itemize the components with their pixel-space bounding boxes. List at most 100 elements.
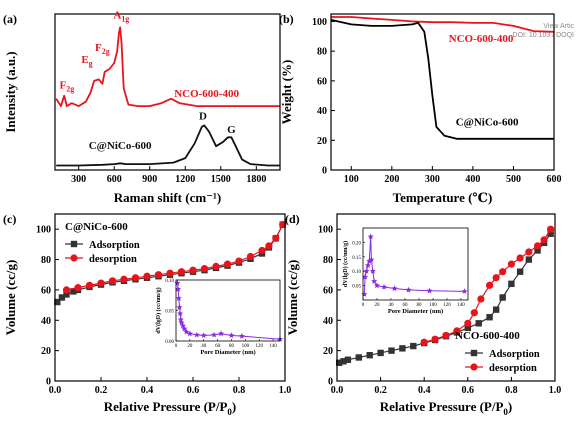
annotation-label: D	[199, 110, 207, 122]
legend-label: desorption	[489, 363, 537, 374]
y-tick-label: 20	[41, 346, 51, 357]
data-point	[470, 309, 478, 317]
inset-point	[391, 285, 398, 292]
inset-y-axis-label: dV(lgD) (cc/nm/g)	[342, 241, 349, 287]
data-point	[464, 324, 471, 332]
y-tick-label: 20	[323, 346, 333, 357]
x-tick-label: 0.8	[505, 385, 518, 396]
data-point	[486, 281, 494, 289]
data-point	[477, 295, 485, 303]
x-tick-label: 500	[506, 174, 521, 185]
y-tick-label: 40	[41, 316, 51, 327]
data-point	[516, 268, 524, 275]
x-axis-label: Raman shift (cm⁻¹)	[114, 190, 222, 205]
data-point	[265, 242, 273, 250]
inset-point	[175, 295, 182, 301]
inset-x-tick-label: 40	[201, 344, 207, 349]
data-point	[154, 271, 163, 279]
y-tick-label: 80	[41, 255, 51, 266]
inset-point	[369, 268, 376, 274]
inset-point	[367, 233, 374, 240]
inset-y-tick-label: 0.10	[352, 270, 361, 275]
inset-point	[181, 325, 188, 332]
inset-y-axis-label: dV(lgD) (cc/nm/g)	[155, 287, 162, 333]
inset-point	[368, 256, 375, 263]
inset-point	[361, 291, 368, 297]
y-tick-label: 80	[317, 47, 327, 58]
x-tick-label: 100	[344, 174, 359, 185]
data-point	[58, 294, 66, 301]
watermark-line-2: DOI: 10.103 / DOQI	[512, 32, 574, 39]
inset-x-axis-label: Pore Diameter (nm)	[200, 349, 255, 356]
annotation-label: Eg	[81, 54, 92, 68]
series-line-desorption	[424, 228, 552, 343]
data-point	[442, 331, 450, 340]
data-point	[177, 268, 186, 276]
data-point	[166, 269, 174, 277]
panel-d: 0.0 0.2 0.4 0.6 0.8 1.0 0 20 40 60 80 100 (d) Relativ…	[285, 212, 561, 417]
inset-y-tick-label: 0.00	[165, 340, 174, 345]
y-axis-label: Volume (cc/g)	[3, 260, 18, 336]
x-axis-label: Relative Pressure (P/P0)	[380, 399, 513, 417]
x-axis-label: Relative Pressure (P/P0)	[104, 399, 237, 417]
data-point	[131, 274, 140, 282]
inset-y-tick-label: 0.20	[352, 241, 361, 246]
inset-point	[186, 330, 193, 337]
y-axis-label: Weight (%)	[279, 60, 294, 125]
inset-x-axis-label: Pore Diameter (nm)	[388, 308, 443, 315]
inset-point	[461, 288, 468, 294]
inset-x-tick-label: 140	[269, 344, 277, 349]
data-point	[388, 347, 395, 354]
data-point	[344, 356, 352, 363]
x-tick-label: 0.4	[141, 385, 154, 396]
inset-point	[426, 287, 433, 294]
x-axis-label: Temperature (℃)	[393, 190, 493, 205]
x-tick-label: 0.4	[418, 385, 431, 396]
inset-chart: 0 20 40 60 80 100 120 140 0.05 0.10 0.15 0.20 Pore D…	[342, 227, 469, 315]
inset-point	[218, 330, 225, 337]
plot-frame-0	[54, 13, 281, 171]
x-tick-label: 1.0	[549, 385, 562, 396]
x-tick-label: 400	[465, 174, 480, 185]
panel-title: NCO-600-400	[455, 330, 520, 342]
data-point	[258, 246, 266, 255]
annotation-label: NCO-600-400	[174, 88, 239, 100]
x-tick-label: 0.2	[95, 385, 108, 396]
data-point	[399, 345, 406, 352]
inset-point	[176, 304, 183, 310]
watermark-line-1: View Artic	[543, 23, 574, 30]
y-tick-label: 80	[323, 255, 333, 266]
x-tick-label: 0.6	[462, 385, 475, 396]
x-tick-label: 1500	[211, 174, 231, 185]
data-point	[54, 298, 61, 306]
inset-x-tick-label: 40	[389, 303, 395, 308]
data-point	[189, 266, 197, 274]
data-point	[547, 225, 555, 233]
inset-x-tick-label: 60	[403, 303, 409, 308]
data-point	[120, 275, 128, 283]
y-tick-label: 60	[323, 285, 333, 296]
data-point	[62, 286, 71, 294]
inset-point	[364, 262, 371, 268]
data-point	[212, 262, 220, 270]
plot-frame-2	[54, 213, 286, 382]
data-point	[525, 256, 533, 263]
data-point	[235, 257, 243, 265]
data-point	[420, 338, 428, 346]
data-point	[340, 358, 347, 365]
inset-x-tick-label: 20	[375, 303, 381, 308]
inset-frame	[362, 227, 469, 301]
data-point	[533, 242, 542, 250]
x-tick-label: 900	[142, 174, 157, 185]
plot-frame-3	[336, 213, 556, 382]
series-line-c@nico-600	[330, 19, 554, 140]
x-tick-label: 0.0	[49, 385, 62, 396]
inset-line	[176, 283, 281, 340]
data-point	[85, 281, 94, 289]
data-point	[507, 260, 515, 268]
inset-point	[177, 316, 184, 323]
annotation-label: G	[227, 124, 236, 136]
inset-chart: 0 20 40 60 80 100 120 140 0.00 0.05 0.10 Pore Diame…	[155, 279, 283, 356]
inset-x-tick-label: 100	[429, 303, 437, 308]
x-tick-label: 300	[425, 174, 440, 185]
